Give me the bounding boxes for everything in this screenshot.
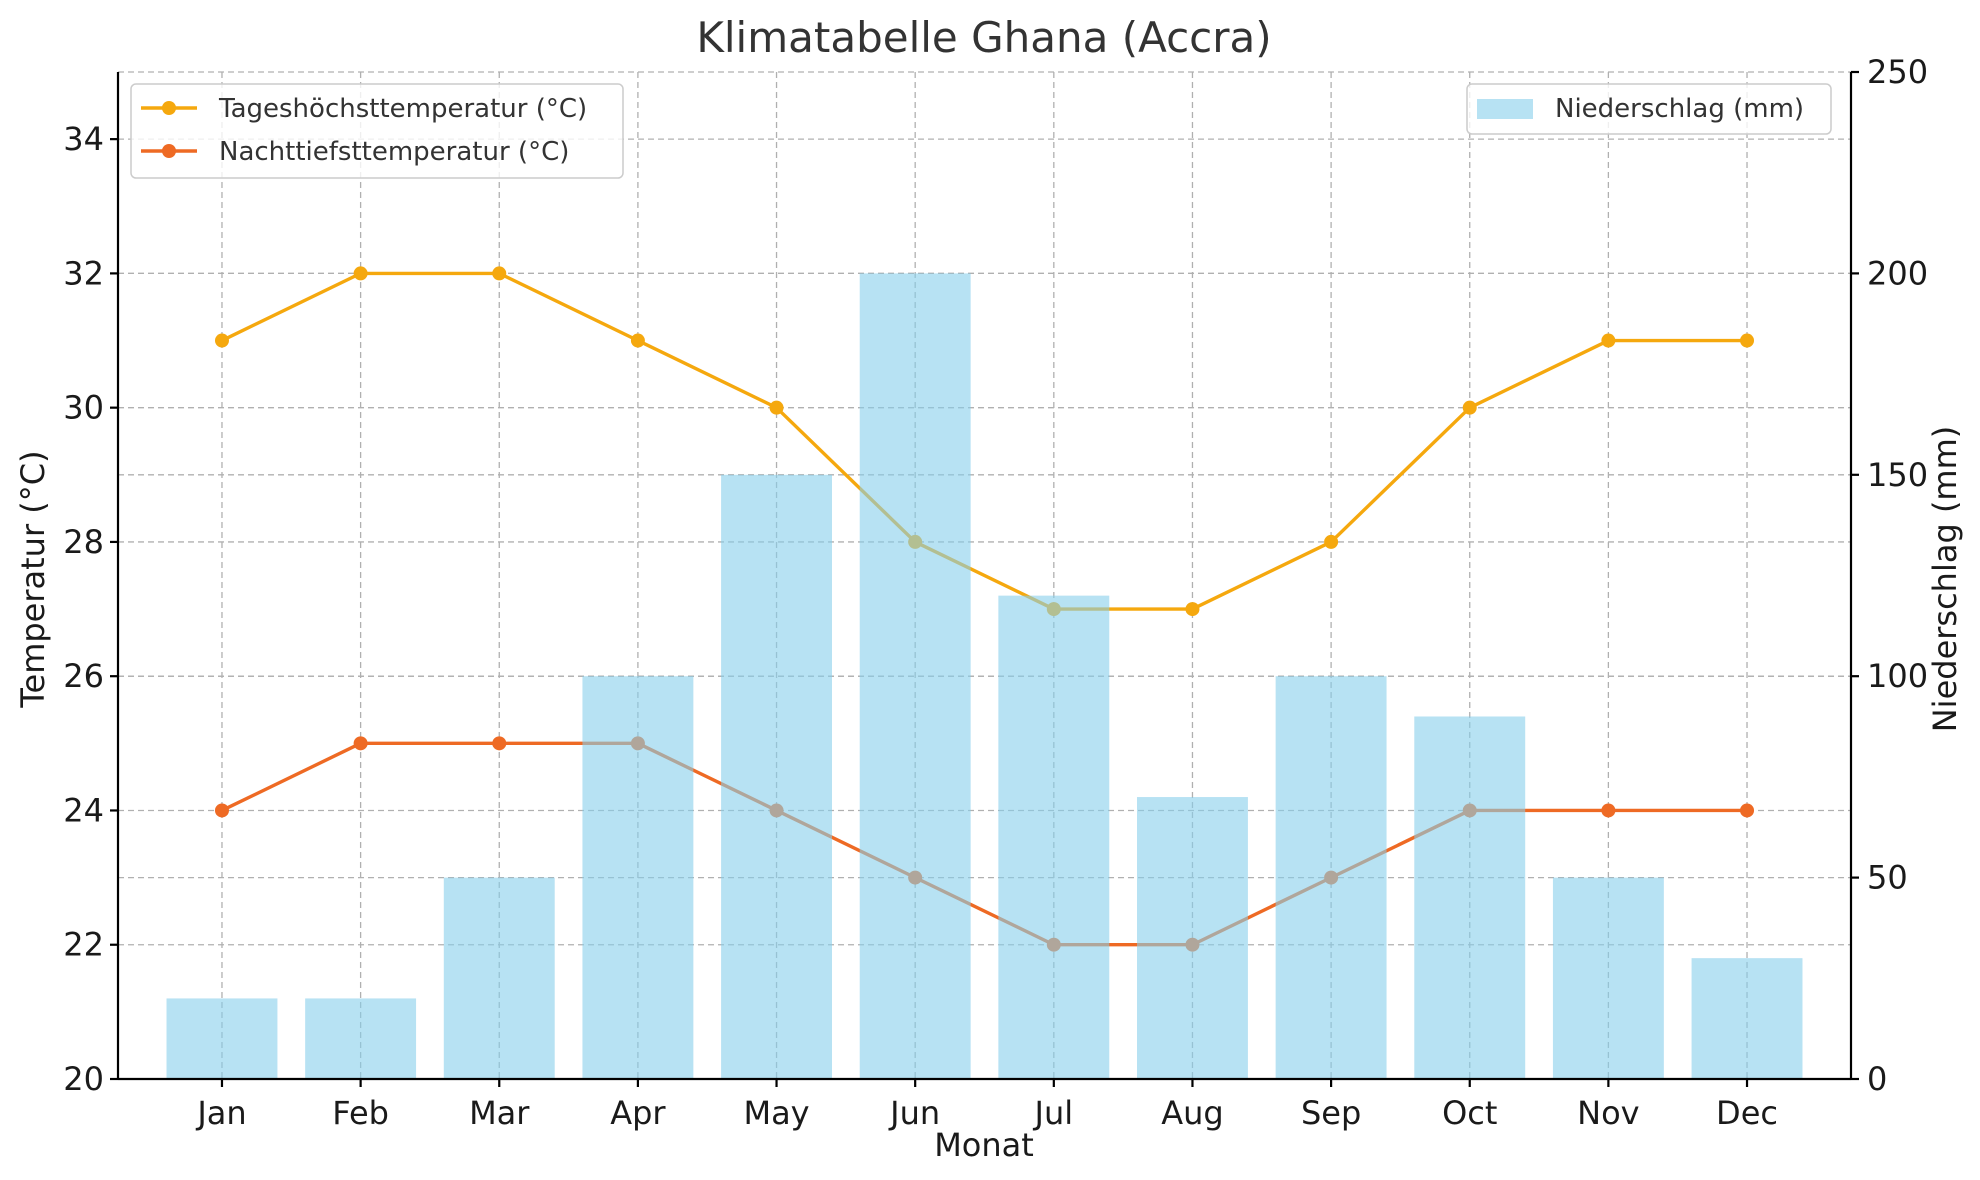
low-temp-point-nov	[1601, 803, 1616, 818]
legend-frame	[1466, 83, 1832, 135]
x-tick-label-may: May	[743, 1094, 809, 1132]
legend-precipitation-label: Niederschlag (mm)	[1555, 94, 1804, 124]
high-temp-point-sep	[1324, 534, 1339, 549]
x-tick-label-jun: Jun	[888, 1094, 940, 1132]
y-left-tick-label-20: 20	[63, 1060, 104, 1098]
precip-bar-dec	[1691, 958, 1803, 1079]
precip-bar-may	[721, 474, 832, 1079]
legend-low-temp-label: Nachttiefsttemperatur (°C)	[219, 137, 569, 167]
legend-precipitation-swatch	[1477, 99, 1533, 119]
legend-high-temp-marker	[162, 101, 176, 115]
high-temp-point-dec	[1740, 333, 1755, 348]
low-temp-point-jan	[214, 803, 229, 818]
precipitation-bars	[166, 273, 1803, 1079]
high-temp-series-line	[221, 271, 1748, 611]
precip-bar-jan	[166, 998, 278, 1079]
tick-labels: Jan Feb Mar Apr May Jun Jul Aug Sep Oct Nov Dec 20 22…	[63, 53, 1928, 1132]
high-temp-point-feb	[353, 266, 368, 281]
high-temp-point-nov	[1601, 333, 1616, 348]
legend-precipitation: Niederschlag (mm)	[1466, 83, 1832, 135]
precip-bar-jul	[998, 595, 1110, 1079]
y-left-tick-label-26: 26	[63, 657, 104, 695]
high-temp-point-apr	[630, 333, 645, 348]
y-left-tick-label-28: 28	[63, 523, 104, 561]
x-tick-label-jan: Jan	[195, 1094, 246, 1132]
x-tick-label-nov: Nov	[1577, 1094, 1639, 1132]
chart-title: Klimatabelle Ghana (Accra)	[696, 13, 1271, 62]
legend-low-temp-marker	[162, 144, 176, 158]
y-left-tick-label-30: 30	[63, 389, 104, 427]
precip-bar-aug	[1137, 797, 1248, 1079]
x-tick-label-apr: Apr	[610, 1094, 666, 1132]
high-temp-point-oct	[1462, 400, 1477, 415]
y-left-tick-label-32: 32	[63, 254, 104, 292]
high-temp-point-aug	[1185, 602, 1200, 617]
legend-frame	[130, 83, 624, 179]
y-right-tick-label-50: 50	[1867, 859, 1908, 897]
y-axis-right-label: Niederschlag (mm)	[1926, 426, 1964, 733]
precip-bar-jun	[859, 273, 971, 1079]
y-left-tick-label-24: 24	[63, 791, 104, 829]
precip-bar-sep	[1275, 676, 1387, 1079]
x-tick-label-feb: Feb	[332, 1094, 389, 1132]
x-tick-label-dec: Dec	[1716, 1094, 1778, 1132]
precip-bar-apr	[582, 676, 694, 1079]
high-temp-point-may	[769, 400, 784, 415]
y-left-tick-label-22: 22	[63, 926, 104, 964]
y-right-tick-label-250: 250	[1867, 53, 1928, 91]
x-tick-label-sep: Sep	[1301, 1094, 1361, 1132]
high-temp-point-jan	[214, 333, 229, 348]
x-tick-label-oct: Oct	[1442, 1094, 1497, 1132]
x-tick-label-jul: Jul	[1033, 1094, 1074, 1132]
y-right-tick-label-100: 100	[1867, 657, 1928, 695]
low-temp-point-feb	[353, 736, 368, 751]
precip-bar-feb	[305, 998, 417, 1079]
low-temp-point-dec	[1740, 803, 1755, 818]
axes	[116, 72, 1853, 1081]
y-right-tick-label-150: 150	[1867, 456, 1928, 494]
precip-bar-mar	[443, 877, 555, 1079]
legend-high-temp-label: Tageshöchsttemperatur (°C)	[218, 94, 587, 124]
y-axis-left-label: Temperatur (°C)	[14, 450, 52, 708]
precip-bar-nov	[1552, 877, 1664, 1079]
x-tick-label-aug: Aug	[1161, 1094, 1223, 1132]
low-temp-point-mar	[492, 736, 507, 751]
legend-temperature: Tageshöchsttemperatur (°C) Nachttiefstte…	[130, 83, 624, 179]
y-right-tick-label-200: 200	[1867, 254, 1928, 292]
precip-bar-oct	[1414, 716, 1526, 1079]
x-tick-label-mar: Mar	[469, 1094, 530, 1132]
y-left-tick-label-34: 34	[63, 120, 104, 158]
y-right-tick-label-0: 0	[1867, 1060, 1887, 1098]
x-axis-label: Monat	[934, 1126, 1034, 1164]
high-temp-point-mar	[492, 266, 507, 281]
